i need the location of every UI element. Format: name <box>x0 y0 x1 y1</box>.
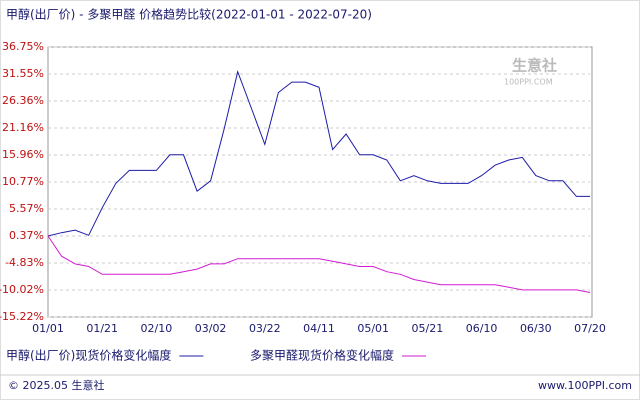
series-line <box>47 69 590 237</box>
legend-label: 甲醇(出厂价)现货价格变化幅度 <box>6 348 171 363</box>
y-tick-label: -15.22% <box>0 310 44 323</box>
x-tick-label: 05/01 <box>357 322 389 335</box>
footer-right: www.100PPI.com <box>538 379 632 392</box>
x-tick-label: 07/20 <box>574 322 606 335</box>
x-tick-label: 01/01 <box>32 322 64 335</box>
y-tick-label: 0.37% <box>9 229 44 242</box>
y-tick-label: 31.55% <box>2 67 44 80</box>
chart-title: 甲醇(出厂价) - 多聚甲醛 价格趋势比较(2022-01-01 - 2022-… <box>6 7 372 22</box>
x-tick-label: 03/02 <box>195 322 227 335</box>
x-tick-label: 01/21 <box>86 322 118 335</box>
footer-left: © 2025.05 生意社 <box>8 378 104 392</box>
y-tick-label: 36.75% <box>2 40 44 53</box>
x-tick-label: 06/10 <box>466 322 498 335</box>
y-tick-label: 21.16% <box>2 121 44 134</box>
y-tick-label: 15.96% <box>2 148 44 161</box>
watermark: 100PPI.COM <box>504 78 553 87</box>
series-line <box>47 235 591 293</box>
watermark: 生意社 <box>512 57 557 75</box>
x-tick-label: 04/11 <box>303 322 335 335</box>
y-tick-label: -10.02% <box>0 283 44 296</box>
x-tick-label: 06/30 <box>520 322 552 335</box>
y-tick-label: 10.77% <box>2 175 44 188</box>
x-tick-label: 05/21 <box>412 322 444 335</box>
x-tick-label: 02/10 <box>141 322 173 335</box>
y-tick-label: 26.36% <box>2 94 44 107</box>
y-tick-label: -4.83% <box>5 256 44 269</box>
x-tick-label: 03/22 <box>249 322 281 335</box>
legend-label: 多聚甲醛现货价格变化幅度 <box>250 348 394 363</box>
y-tick-label: 5.57% <box>9 202 44 215</box>
